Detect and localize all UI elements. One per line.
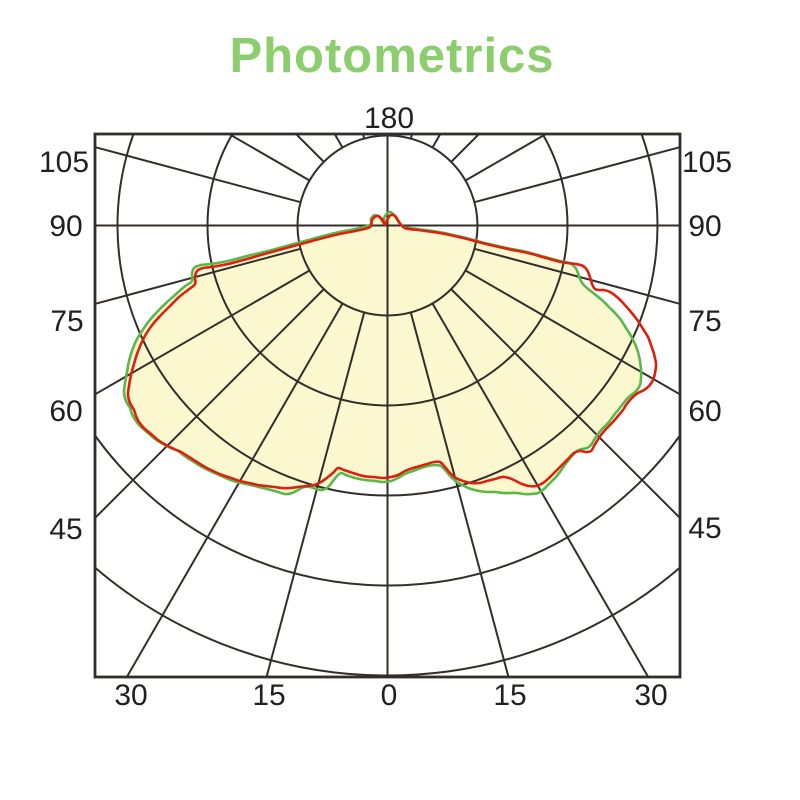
- curve-red: [126, 213, 658, 490]
- gamma-axis-label: 45: [688, 512, 722, 545]
- curve-green: [122, 210, 643, 496]
- gamma-axis-label: 90: [688, 210, 722, 243]
- chart-title: Photometrics: [229, 29, 555, 83]
- radial-grid-line: [464, 134, 548, 182]
- radial-grid-line: [464, 269, 680, 396]
- radial-grid-line: [95, 146, 301, 204]
- gamma-axis-label: 105: [681, 146, 733, 179]
- radial-grid-line: [450, 288, 680, 520]
- gamma-axis-label: 60: [49, 395, 83, 428]
- radial-grid-line: [450, 134, 481, 163]
- gamma-axis-label: 30: [634, 679, 668, 712]
- gamma-axis-label: 75: [688, 305, 722, 338]
- gamma-axis-label: 60: [688, 395, 722, 428]
- gamma-axis-label: 90: [49, 210, 83, 243]
- radial-grid-line: [294, 134, 325, 163]
- radial-grid-line: [265, 312, 366, 677]
- plot-border: [93, 132, 682, 679]
- gamma-axis-label: 180: [363, 102, 415, 135]
- gamma-axis-label: 15: [493, 679, 527, 712]
- radial-grid-line: [95, 269, 311, 396]
- radial-grid-line: [125, 302, 344, 677]
- radial-grid-line: [95, 288, 325, 520]
- gamma-axis-label: 45: [49, 513, 83, 546]
- gamma-axis-label: 105: [38, 146, 90, 179]
- radial-grid-line: [474, 146, 680, 204]
- radial-grid-line: [333, 134, 344, 149]
- gamma-axis-label: 15: [252, 679, 286, 712]
- radial-grid-line: [95, 247, 301, 305]
- radial-grid-line: [409, 312, 510, 677]
- distribution-fill: [123, 212, 642, 495]
- gamma-axis-label: 0: [380, 679, 398, 712]
- radial-grid-line: [431, 302, 650, 677]
- radial-grid-line: [409, 134, 414, 139]
- radial-grid-line: [361, 134, 366, 139]
- radial-grid-line: [431, 134, 442, 149]
- gamma-axis-label: 30: [114, 679, 148, 712]
- gamma-axis-label: 75: [50, 305, 84, 338]
